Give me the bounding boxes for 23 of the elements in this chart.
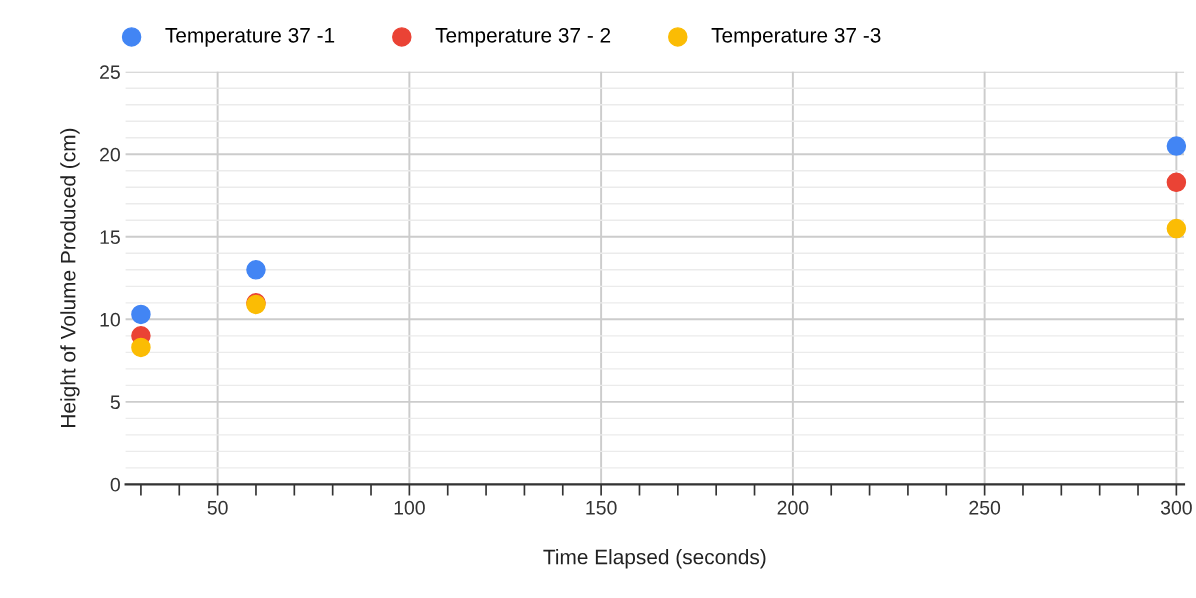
x-tick-label: 50 bbox=[207, 500, 228, 515]
y-tick-label: 25 bbox=[100, 65, 120, 79]
y-axis-title: Height of Volume Produced (cm) bbox=[60, 128, 80, 427]
y-tick-label: 20 bbox=[100, 147, 120, 162]
point bbox=[246, 260, 266, 280]
legend-label: Temperature 37 -1 bbox=[165, 27, 335, 47]
x-tick-label: 250 bbox=[969, 500, 1001, 515]
y-tick-label: 0 bbox=[110, 477, 120, 492]
point bbox=[1166, 172, 1187, 193]
x-tick-label: 150 bbox=[586, 500, 617, 515]
x-axis-title: Time Elapsed (seconds) bbox=[543, 549, 766, 569]
y-tick-label: 15 bbox=[100, 230, 120, 245]
x-tick-label: 300 bbox=[1160, 500, 1192, 515]
point bbox=[1166, 136, 1187, 156]
point bbox=[131, 337, 151, 358]
y-tick-label: 10 bbox=[100, 312, 120, 327]
legend-label: Temperature 37 -3 bbox=[711, 27, 881, 47]
point bbox=[131, 304, 151, 325]
x-tick-label: 100 bbox=[394, 500, 425, 515]
point bbox=[1166, 218, 1187, 239]
legend-label: Temperature 37 - 2 bbox=[435, 27, 611, 47]
y-tick-label: 5 bbox=[110, 395, 120, 410]
x-tick-label: 200 bbox=[777, 500, 809, 515]
